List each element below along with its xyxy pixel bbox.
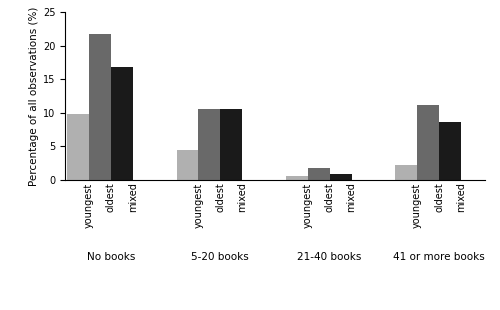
Text: No books: No books (87, 252, 135, 262)
Bar (396, 165, 417, 180)
Bar (89, 34, 111, 180)
Bar (198, 109, 220, 180)
Bar (308, 168, 330, 180)
Bar (286, 176, 308, 180)
Bar (176, 150, 199, 180)
Y-axis label: Percentage of all observations (%): Percentage of all observations (%) (28, 7, 38, 186)
Text: 41 or more books: 41 or more books (393, 252, 485, 262)
Text: 21-40 books: 21-40 books (298, 252, 362, 262)
Bar (220, 109, 242, 180)
Bar (330, 174, 351, 180)
Bar (111, 67, 133, 180)
Bar (417, 105, 439, 180)
Bar (439, 122, 461, 180)
Text: 5-20 books: 5-20 books (192, 252, 249, 262)
Bar (67, 113, 89, 180)
